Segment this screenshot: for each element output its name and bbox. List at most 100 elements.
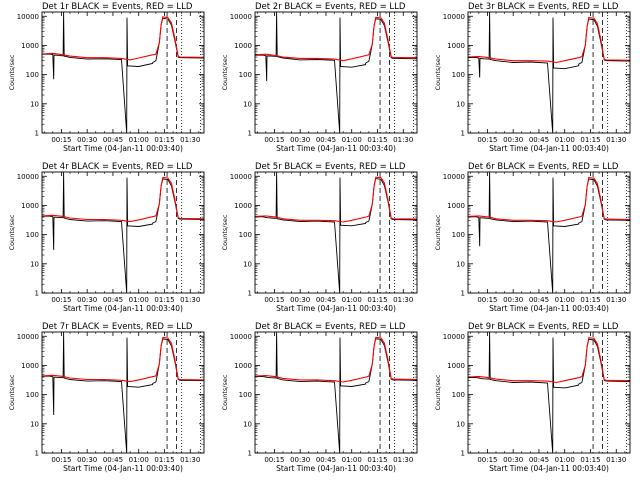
x-tick-label: 00:30 <box>503 296 523 304</box>
panel-title: Det 6r BLACK = Events, RED = LLD <box>468 162 619 172</box>
x-tick-label: 00:30 <box>77 456 97 464</box>
y-tick-label: 1000 <box>447 42 465 50</box>
panel-title: Det 8r BLACK = Events, RED = LLD <box>255 322 406 332</box>
y-tick-label: 10 <box>243 260 252 268</box>
y-tick-label: 1 <box>248 450 252 458</box>
y-tick-label: 100 <box>26 391 39 399</box>
series-lld-line <box>42 16 204 61</box>
panel-6: Det 6r BLACK = Events, RED = LLD 1 10 100 10… <box>434 162 631 313</box>
series-lld-line <box>255 16 417 62</box>
x-axis-label: Start Time (04-Jan-11 00:03:40) <box>276 304 396 313</box>
x-tick-label: 01:00 <box>342 136 362 144</box>
y-tick-label: 10 <box>456 420 465 428</box>
plot-frame <box>467 331 631 454</box>
y-tick-label: 1 <box>461 290 465 298</box>
x-tick-label: 01:15 <box>154 296 174 304</box>
series-events-line <box>42 172 204 293</box>
y-tick-label: 10 <box>456 100 465 108</box>
y-tick-label: 10000 <box>17 333 39 341</box>
y-tick-label: 10000 <box>17 13 39 21</box>
y-axis-label: Counts/sec <box>434 54 442 90</box>
x-axis-label: Start Time (04-Jan-11 00:03:40) <box>276 464 396 473</box>
series-events-line <box>42 332 204 453</box>
y-axis-label: Counts/sec <box>8 54 16 90</box>
series-lld-line <box>255 176 417 223</box>
series-lld-line <box>42 336 204 383</box>
x-tick-label: 01:00 <box>555 456 575 464</box>
panel-9: Det 9r BLACK = Events, RED = LLD 1 10 100 10… <box>434 322 631 473</box>
plot-frame <box>41 11 205 134</box>
series-lld-line <box>42 176 204 223</box>
x-axis-label: Start Time (04-Jan-11 00:03:40) <box>489 464 609 473</box>
x-tick-label: 01:15 <box>580 296 600 304</box>
y-axis-label: Counts/sec <box>221 54 229 90</box>
y-tick-label: 1 <box>461 450 465 458</box>
series-lld-line <box>468 16 630 64</box>
series-lld-line <box>468 176 630 223</box>
x-tick-label: 00:45 <box>316 296 336 304</box>
panel-8: Det 8r BLACK = Events, RED = LLD 1 10 100 10… <box>221 322 418 473</box>
panel-title: Det 3r BLACK = Events, RED = LLD <box>468 2 619 12</box>
panel-title: Det 5r BLACK = Events, RED = LLD <box>255 162 406 172</box>
y-tick-label: 10 <box>30 420 39 428</box>
panel-3: Det 3r BLACK = Events, RED = LLD 1 10 100 10… <box>434 2 631 153</box>
x-tick-label: 00:15 <box>51 136 71 144</box>
y-tick-label: 10000 <box>230 173 252 181</box>
panel-title: Det 9r BLACK = Events, RED = LLD <box>468 322 619 332</box>
x-tick-label: 00:45 <box>103 296 123 304</box>
y-axis-label: Counts/sec <box>434 214 442 250</box>
x-axis-label: Start Time (04-Jan-11 00:03:40) <box>63 144 183 153</box>
y-tick-label: 1 <box>248 290 252 298</box>
x-tick-label: 01:15 <box>367 456 387 464</box>
x-tick-label: 00:30 <box>290 136 310 144</box>
series-events-line <box>42 12 204 133</box>
series-events-line <box>255 12 417 133</box>
x-tick-label: 01:30 <box>606 296 626 304</box>
y-tick-label: 10 <box>30 100 39 108</box>
x-tick-label: 00:15 <box>264 296 284 304</box>
x-tick-label: 00:45 <box>529 296 549 304</box>
y-tick-label: 10 <box>30 260 39 268</box>
x-tick-label: 01:00 <box>342 456 362 464</box>
x-tick-label: 01:30 <box>180 456 200 464</box>
plot-frame <box>254 11 418 134</box>
series-events-line <box>468 172 630 293</box>
y-tick-label: 1000 <box>234 42 252 50</box>
x-tick-label: 01:30 <box>393 456 413 464</box>
y-axis-label: Counts/sec <box>8 374 16 410</box>
plot-frame <box>467 11 631 134</box>
x-axis-label: Start Time (04-Jan-11 00:03:40) <box>276 144 396 153</box>
x-tick-label: 01:00 <box>555 136 575 144</box>
x-tick-label: 00:30 <box>503 136 523 144</box>
y-tick-label: 100 <box>239 391 252 399</box>
panel-1: Det 1r BLACK = Events, RED = LLD 1 10 100 10… <box>8 2 205 153</box>
y-tick-label: 100 <box>239 71 252 79</box>
x-tick-label: 01:15 <box>580 456 600 464</box>
series-events-line <box>468 332 630 453</box>
y-tick-label: 1 <box>248 130 252 138</box>
x-tick-label: 00:30 <box>290 456 310 464</box>
x-tick-label: 01:15 <box>154 456 174 464</box>
x-tick-label: 01:30 <box>606 136 626 144</box>
x-tick-label: 01:30 <box>393 136 413 144</box>
x-tick-label: 01:30 <box>393 296 413 304</box>
x-tick-label: 01:30 <box>180 296 200 304</box>
plot-frame <box>254 171 418 294</box>
x-tick-label: 00:15 <box>51 296 71 304</box>
panel-title: Det 7r BLACK = Events, RED = LLD <box>42 322 193 332</box>
x-tick-label: 00:45 <box>316 136 336 144</box>
plot-frame <box>254 331 418 454</box>
x-tick-label: 00:15 <box>264 456 284 464</box>
y-axis-label: Counts/sec <box>434 374 442 410</box>
x-tick-label: 00:30 <box>503 456 523 464</box>
y-tick-label: 1 <box>35 130 39 138</box>
y-tick-label: 100 <box>26 71 39 79</box>
y-tick-label: 10000 <box>17 173 39 181</box>
x-axis-label: Start Time (04-Jan-11 00:03:40) <box>489 304 609 313</box>
series-events-line <box>468 12 630 133</box>
plot-frame <box>467 171 631 294</box>
panel-2: Det 2r BLACK = Events, RED = LLD 1 10 100 10… <box>221 2 418 153</box>
y-tick-label: 1000 <box>447 202 465 210</box>
series-events-line <box>255 172 417 293</box>
series-lld-line <box>468 337 630 384</box>
